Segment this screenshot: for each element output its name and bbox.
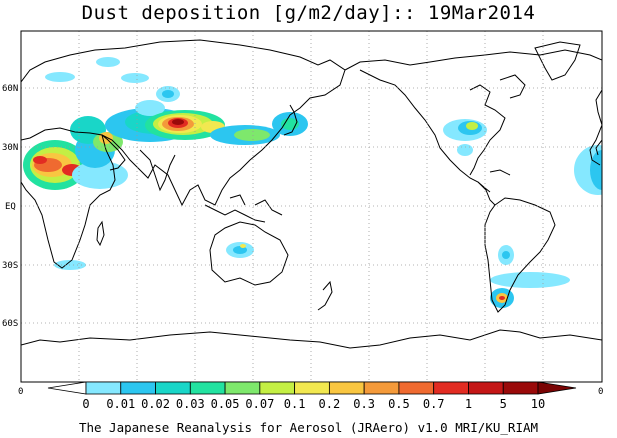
legend-label: 0.3 — [353, 397, 375, 411]
legend-label: 0.7 — [423, 397, 445, 411]
legend-min-triangle — [47, 381, 87, 395]
lat-label-60s: 60S — [2, 319, 18, 329]
coastlines — [21, 39, 602, 349]
map-title: Dust deposition [g/m2/day]:: 19Mar2014 — [81, 2, 536, 24]
legend-label: 0.07 — [245, 397, 274, 411]
legend-swatch — [468, 381, 504, 395]
legend-label: 0.2 — [319, 397, 341, 411]
legend-swatch — [259, 381, 296, 395]
legend-label: 1 — [465, 397, 472, 411]
legend-label: 0.02 — [141, 397, 170, 411]
legend-swatch — [224, 381, 261, 395]
legend-swatch — [363, 381, 400, 395]
legend-swatch — [155, 381, 191, 395]
legend-swatch — [120, 381, 156, 395]
map-frame — [20, 30, 603, 383]
color-legend: 0 0.01 0.02 0.03 0.05 0.07 0.1 0.2 0.3 0.5 0.7 1 5 10 — [47, 381, 577, 411]
legend-swatch — [294, 381, 330, 395]
legend-label: 0.01 — [106, 397, 135, 411]
legend-label: 0.5 — [388, 397, 410, 411]
legend-swatch — [189, 381, 226, 395]
legend-swatch — [433, 381, 469, 395]
legend-swatch — [85, 381, 122, 395]
lat-label-30s: 30S — [2, 261, 18, 271]
right-corner-label: 0 — [598, 387, 603, 397]
lat-label-60n: 60N — [2, 84, 18, 94]
graticule — [21, 31, 602, 382]
legend-label: 0.05 — [211, 397, 240, 411]
legend-swatch — [398, 381, 435, 395]
legend-label: 0 — [82, 397, 89, 411]
legend-label: 0.1 — [284, 397, 306, 411]
legend-label: 5 — [500, 397, 507, 411]
lat-label-30n: 30N — [2, 143, 18, 153]
legend-label: 10 — [531, 397, 545, 411]
footer-credit: The Japanese Reanalysis for Aerosol (JRA… — [78, 420, 539, 435]
legend-max-triangle — [537, 381, 577, 395]
dust-shading — [23, 57, 602, 308]
lat-label-eq: EQ — [5, 202, 16, 212]
legend-swatch — [328, 381, 365, 395]
legend-swatch — [502, 381, 539, 395]
legend-label: 0.03 — [176, 397, 205, 411]
left-corner-label: 0 — [18, 387, 23, 397]
